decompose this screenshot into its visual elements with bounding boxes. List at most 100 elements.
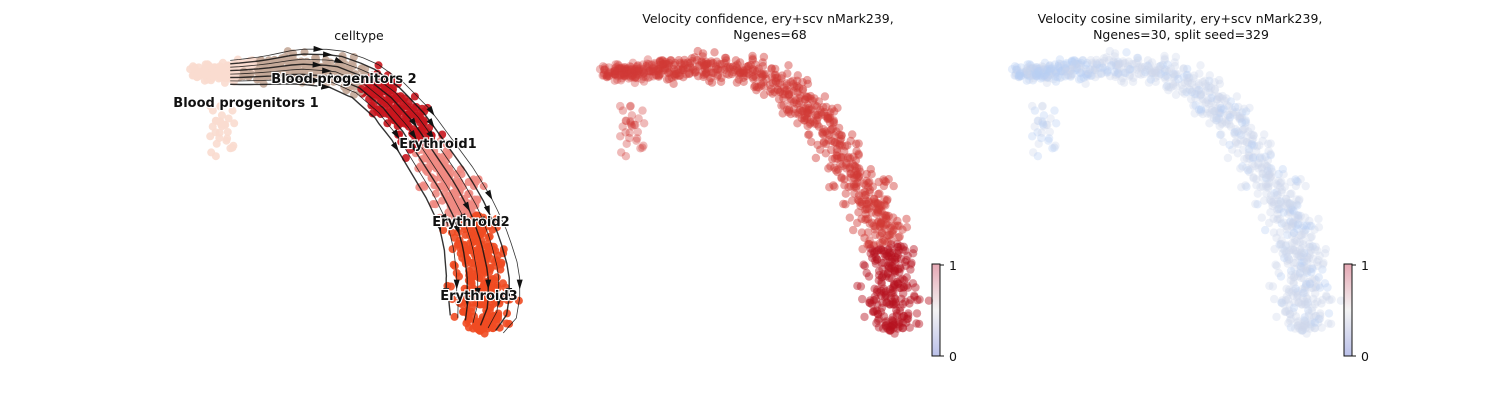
cell-point: [912, 309, 922, 318]
cell-point: [795, 93, 804, 103]
cell-point: [1314, 214, 1323, 224]
cell-point: [646, 67, 655, 76]
cell-point: [468, 228, 476, 237]
cell-point: [751, 60, 760, 69]
cell-point: [1076, 60, 1085, 70]
cell-point: [899, 312, 909, 321]
cell-point: [610, 66, 619, 76]
cell-point: [1110, 52, 1119, 61]
cell-point: [793, 119, 802, 128]
cell-point: [720, 53, 730, 63]
panel-1-title: celltype: [334, 28, 384, 43]
cell-point: [748, 72, 758, 82]
cell-point: [861, 204, 870, 213]
cell-point: [780, 86, 790, 96]
cell-point: [617, 148, 626, 157]
cell-point: [865, 177, 874, 187]
streamline-arrow: [426, 118, 435, 129]
cell-point: [823, 114, 833, 123]
cell-point: [449, 260, 458, 269]
cell-point: [838, 161, 847, 171]
cell-point: [800, 114, 809, 123]
cell-point: [642, 62, 651, 71]
cell-point: [467, 202, 476, 211]
cell-point: [882, 219, 892, 228]
cell-point: [890, 255, 899, 265]
cell-point: [638, 106, 647, 115]
cell-point: [802, 114, 812, 123]
cell-point: [797, 107, 807, 116]
cell-point: [630, 64, 639, 74]
cell-point: [883, 261, 893, 270]
cell-point: [662, 75, 672, 84]
cell-point: [877, 303, 887, 312]
cell-point: [1022, 66, 1032, 75]
cell-point: [890, 280, 900, 290]
cell-point: [1304, 306, 1313, 315]
cell-point: [1249, 173, 1258, 182]
label-blood-progenitors-2: Blood progenitors 2: [271, 72, 416, 87]
cell-point: [793, 82, 802, 91]
cell-point: [819, 137, 828, 146]
cell-point: [1301, 281, 1311, 290]
cell-point: [872, 199, 881, 208]
cell-point: [877, 273, 886, 282]
cell-point: [1055, 55, 1065, 64]
cell-point: [366, 87, 375, 96]
streamline-arrow: [321, 83, 332, 90]
cell-point: [857, 197, 866, 206]
cell-point: [1179, 64, 1188, 73]
cell-point: [616, 101, 625, 111]
cell-point: [1050, 65, 1060, 74]
cell-point: [1296, 264, 1305, 273]
cell-point: [833, 154, 842, 163]
cell-point: [860, 187, 870, 196]
cell-point: [803, 79, 813, 89]
cell-point: [893, 221, 902, 230]
cell-point: [691, 68, 700, 77]
cell-point: [643, 63, 652, 72]
cell-point: [1109, 57, 1118, 67]
cell-point: [381, 96, 390, 105]
cell-point: [778, 71, 787, 80]
cell-point: [870, 240, 879, 250]
cell-point: [738, 66, 747, 76]
cell-point: [867, 170, 876, 179]
cell-point: [739, 68, 748, 78]
cell-point: [1079, 56, 1088, 65]
cell-point: [1280, 182, 1290, 191]
cell-point: [885, 273, 894, 283]
cell-point: [1220, 96, 1230, 106]
cell-point: [829, 117, 839, 127]
cell-point: [1206, 99, 1215, 108]
cell-point: [628, 72, 637, 82]
cell-point: [797, 114, 807, 123]
cell-point: [1253, 189, 1263, 198]
cell-point: [1274, 268, 1283, 278]
cell-point: [652, 66, 661, 75]
cell-point: [788, 76, 797, 86]
cell-point: [830, 107, 839, 116]
cell-point: [599, 69, 609, 78]
streamline-arrow: [485, 279, 492, 290]
cell-point: [833, 151, 842, 161]
cell-point: [784, 91, 793, 100]
cell-point: [802, 107, 811, 117]
cell-point: [457, 300, 466, 309]
cell-point: [877, 207, 886, 216]
cell-point: [685, 69, 694, 78]
panel-2-subtitle: Ngenes=68: [733, 27, 807, 42]
cell-point: [621, 68, 631, 78]
cell-point: [710, 48, 719, 57]
cell-point: [886, 293, 895, 303]
cell-point: [1276, 197, 1285, 206]
cell-point: [436, 169, 445, 178]
cell-point: [1298, 322, 1307, 331]
cell-point: [1205, 88, 1214, 97]
cell-point: [1292, 211, 1301, 220]
cell-point: [900, 276, 909, 285]
cell-point: [613, 72, 622, 81]
cell-point: [1095, 58, 1105, 67]
cell-point: [1160, 65, 1170, 74]
cell-point: [688, 65, 698, 74]
